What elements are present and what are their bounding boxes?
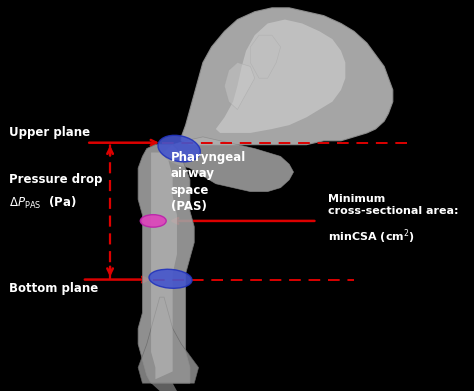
Polygon shape	[181, 8, 393, 145]
Ellipse shape	[140, 215, 166, 227]
Polygon shape	[225, 63, 255, 109]
Polygon shape	[216, 20, 346, 133]
Text: minCSA (cm$^2$): minCSA (cm$^2$)	[328, 227, 415, 246]
Text: Pharyngeal
airway
space
(PAS): Pharyngeal airway space (PAS)	[171, 151, 246, 213]
Text: Pressure drop: Pressure drop	[9, 173, 102, 187]
Polygon shape	[151, 152, 177, 379]
Polygon shape	[151, 383, 177, 391]
Polygon shape	[250, 35, 281, 78]
Ellipse shape	[158, 135, 201, 162]
Text: Bottom plane: Bottom plane	[9, 282, 98, 295]
Polygon shape	[164, 137, 293, 192]
Text: $\Delta P_{\mathrm{PAS}}$  (Pa): $\Delta P_{\mathrm{PAS}}$ (Pa)	[9, 195, 76, 212]
Polygon shape	[138, 145, 194, 383]
Ellipse shape	[149, 269, 192, 288]
Text: Minimum
cross-sectional area:: Minimum cross-sectional area:	[328, 194, 458, 217]
Polygon shape	[138, 297, 199, 383]
Text: Upper plane: Upper plane	[9, 126, 90, 140]
